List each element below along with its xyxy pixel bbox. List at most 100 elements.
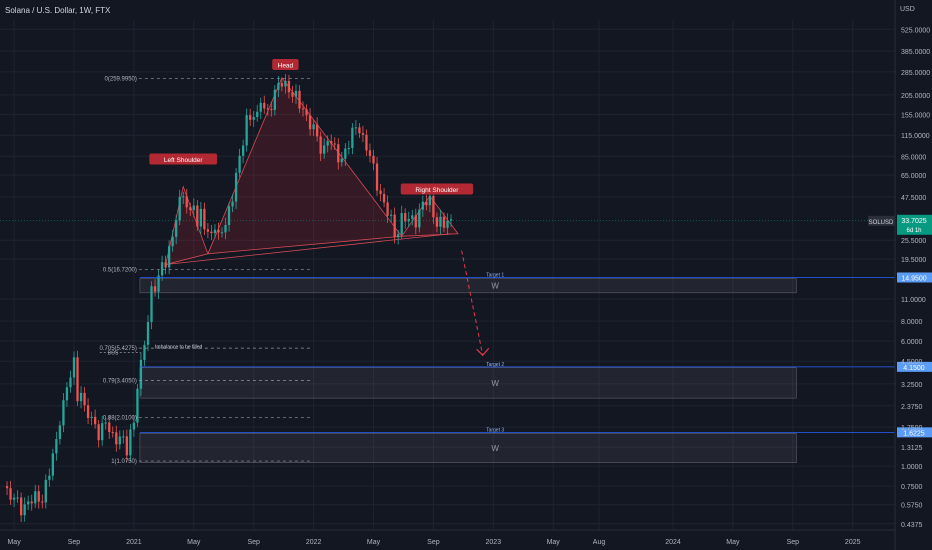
- candle-body: [143, 344, 146, 360]
- last-price-text: 33.7025: [901, 218, 926, 225]
- candle-body: [65, 387, 69, 401]
- candle-body: [361, 133, 365, 135]
- last-price-tag: [897, 214, 932, 235]
- candle-body: [164, 262, 167, 268]
- candle-body: [273, 89, 276, 110]
- candle-body: [312, 124, 315, 130]
- pattern-label: Head: [278, 63, 294, 70]
- ticker-tag-text: SOLUSD: [869, 220, 894, 226]
- candle-body: [227, 206, 231, 226]
- candle-body: [182, 196, 185, 198]
- candle-body: [294, 90, 298, 97]
- candle-body: [400, 213, 403, 235]
- candle-body: [270, 109, 273, 111]
- candle-body: [414, 215, 417, 228]
- candle-body: [16, 497, 19, 499]
- target-price-tag: [897, 427, 932, 438]
- zone-mark: W: [491, 444, 499, 453]
- candle-body: [354, 127, 358, 129]
- bar-countdown-text: 6d 1h: [906, 228, 921, 234]
- candle-body: [122, 436, 125, 438]
- candle-body: [185, 196, 188, 208]
- price-axis-tick: 285.0000: [901, 70, 930, 77]
- target-label: Target 2: [486, 362, 504, 368]
- candle-body: [231, 201, 234, 207]
- candle-body: [9, 488, 12, 500]
- candle-body: [136, 388, 139, 423]
- candle-body: [224, 225, 227, 233]
- fib-level-label: 0.5(16.7200): [103, 268, 137, 274]
- candle-body: [213, 229, 217, 234]
- time-axis-tick: Sep: [68, 539, 81, 546]
- candle-body: [372, 155, 375, 164]
- time-axis-tick: Sep: [427, 539, 440, 546]
- candle-body: [23, 504, 26, 516]
- candle-body: [386, 202, 389, 216]
- candle-body: [97, 424, 100, 441]
- candle-body: [245, 115, 248, 146]
- price-axis-tick: 47.5000: [901, 195, 926, 202]
- pattern-label: Right Shoulder: [415, 187, 459, 194]
- candle-body: [319, 136, 322, 154]
- price-axis-tick: 2.3750: [901, 404, 923, 411]
- price-axis-tick: 0.7500: [901, 484, 923, 491]
- target-zone: [139, 278, 797, 294]
- bos-label: BOS: [108, 350, 119, 356]
- fib-level-label: 0.79(3.4050): [103, 379, 137, 385]
- price-axis-tick: 8.0000: [901, 319, 923, 326]
- candle-body: [315, 124, 319, 137]
- candle-body: [241, 145, 245, 156]
- candle-body: [284, 80, 287, 87]
- target-price-tag: [897, 361, 932, 372]
- candle-body: [125, 436, 128, 456]
- price-axis-tick: 4.5000: [901, 359, 923, 366]
- projection-arrow-line: [461, 250, 484, 356]
- candles: [5, 74, 453, 523]
- candle-body: [375, 163, 379, 191]
- price-axis-tick: 3.2500: [901, 382, 923, 389]
- candle-body: [435, 217, 439, 227]
- time-axis-tick: May: [367, 539, 381, 546]
- target-price-tag: [897, 272, 932, 283]
- candle-body: [55, 439, 58, 454]
- zone-mark: W: [491, 379, 499, 388]
- candle-body: [407, 218, 410, 222]
- target-label: Target 3: [486, 427, 504, 433]
- time-axis-tick: 2022: [306, 539, 322, 546]
- fib-level-label: 0.705(5.4275): [100, 346, 137, 352]
- candle-body: [439, 216, 442, 227]
- price-axis-tick: 25.5000: [901, 238, 926, 245]
- candle-body: [266, 108, 269, 110]
- currency-label: USD: [900, 6, 915, 13]
- candle-body: [5, 486, 9, 489]
- imbalance-label: Imbalance to be filled: [155, 345, 202, 351]
- candle-body: [428, 195, 432, 206]
- candle-body: [206, 229, 210, 232]
- price-axis-tick: 115.0000: [901, 133, 930, 140]
- candle-body: [210, 231, 213, 234]
- grid: [0, 20, 895, 530]
- candle-body: [301, 108, 305, 110]
- candle-body: [379, 190, 382, 194]
- candle-body: [330, 141, 333, 144]
- candle-body: [37, 491, 40, 502]
- target-label: Target 1: [486, 272, 504, 278]
- candle-body: [199, 208, 202, 227]
- candle-body: [79, 392, 83, 402]
- candle-body: [178, 197, 181, 221]
- candle-body: [41, 501, 44, 503]
- price-axis-tick: 0.4375: [901, 522, 923, 529]
- candle-body: [298, 90, 301, 109]
- candle-body: [337, 144, 340, 163]
- time-axis-tick: Sep: [787, 539, 800, 546]
- candle-body: [118, 436, 121, 445]
- candle-body: [153, 286, 157, 292]
- candle-body: [175, 220, 178, 237]
- candle-body: [76, 357, 79, 402]
- candle-body: [220, 232, 224, 234]
- left-shoulder-shape: [165, 185, 209, 266]
- candle-body: [280, 83, 284, 87]
- fib-level-label: 1(1.0750): [111, 459, 137, 465]
